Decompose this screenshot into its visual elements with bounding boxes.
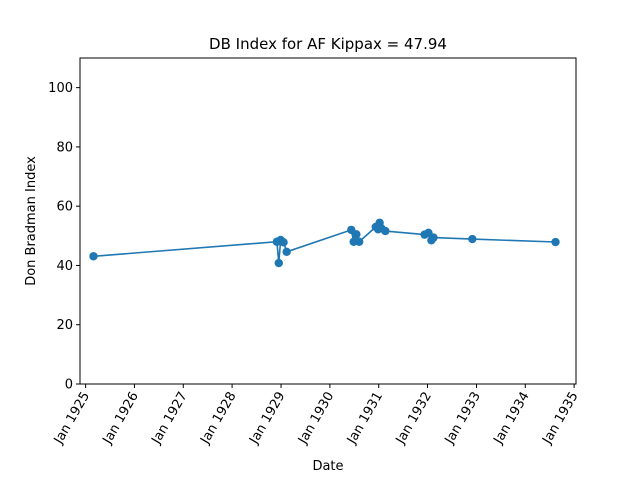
data-point [354,237,364,246]
x-axis-title: Date [312,459,343,474]
data-point [429,233,438,242]
y-axis: 0 20 40 60 80 100 [48,81,80,393]
data-point [274,258,283,268]
y-tick-label: 100 [48,81,73,96]
data-point [279,238,288,247]
y-tick-label: 80 [56,140,73,155]
y-tick-label: 40 [56,259,73,274]
chart-title: DB Index for AF Kippax = 47.94 [209,35,447,53]
data-point [468,234,477,244]
data-point [89,252,98,261]
data-point [551,237,560,247]
y-axis-title: Don Bradman Index [24,156,39,286]
data-point [352,230,361,239]
axes-frame [79,57,577,385]
data-point [282,247,291,257]
plot-area [89,218,560,268]
y-tick-label: 20 [56,318,73,333]
y-tick-label: 0 [65,378,73,393]
y-tick-label: 60 [56,200,73,215]
data-point [381,226,390,236]
